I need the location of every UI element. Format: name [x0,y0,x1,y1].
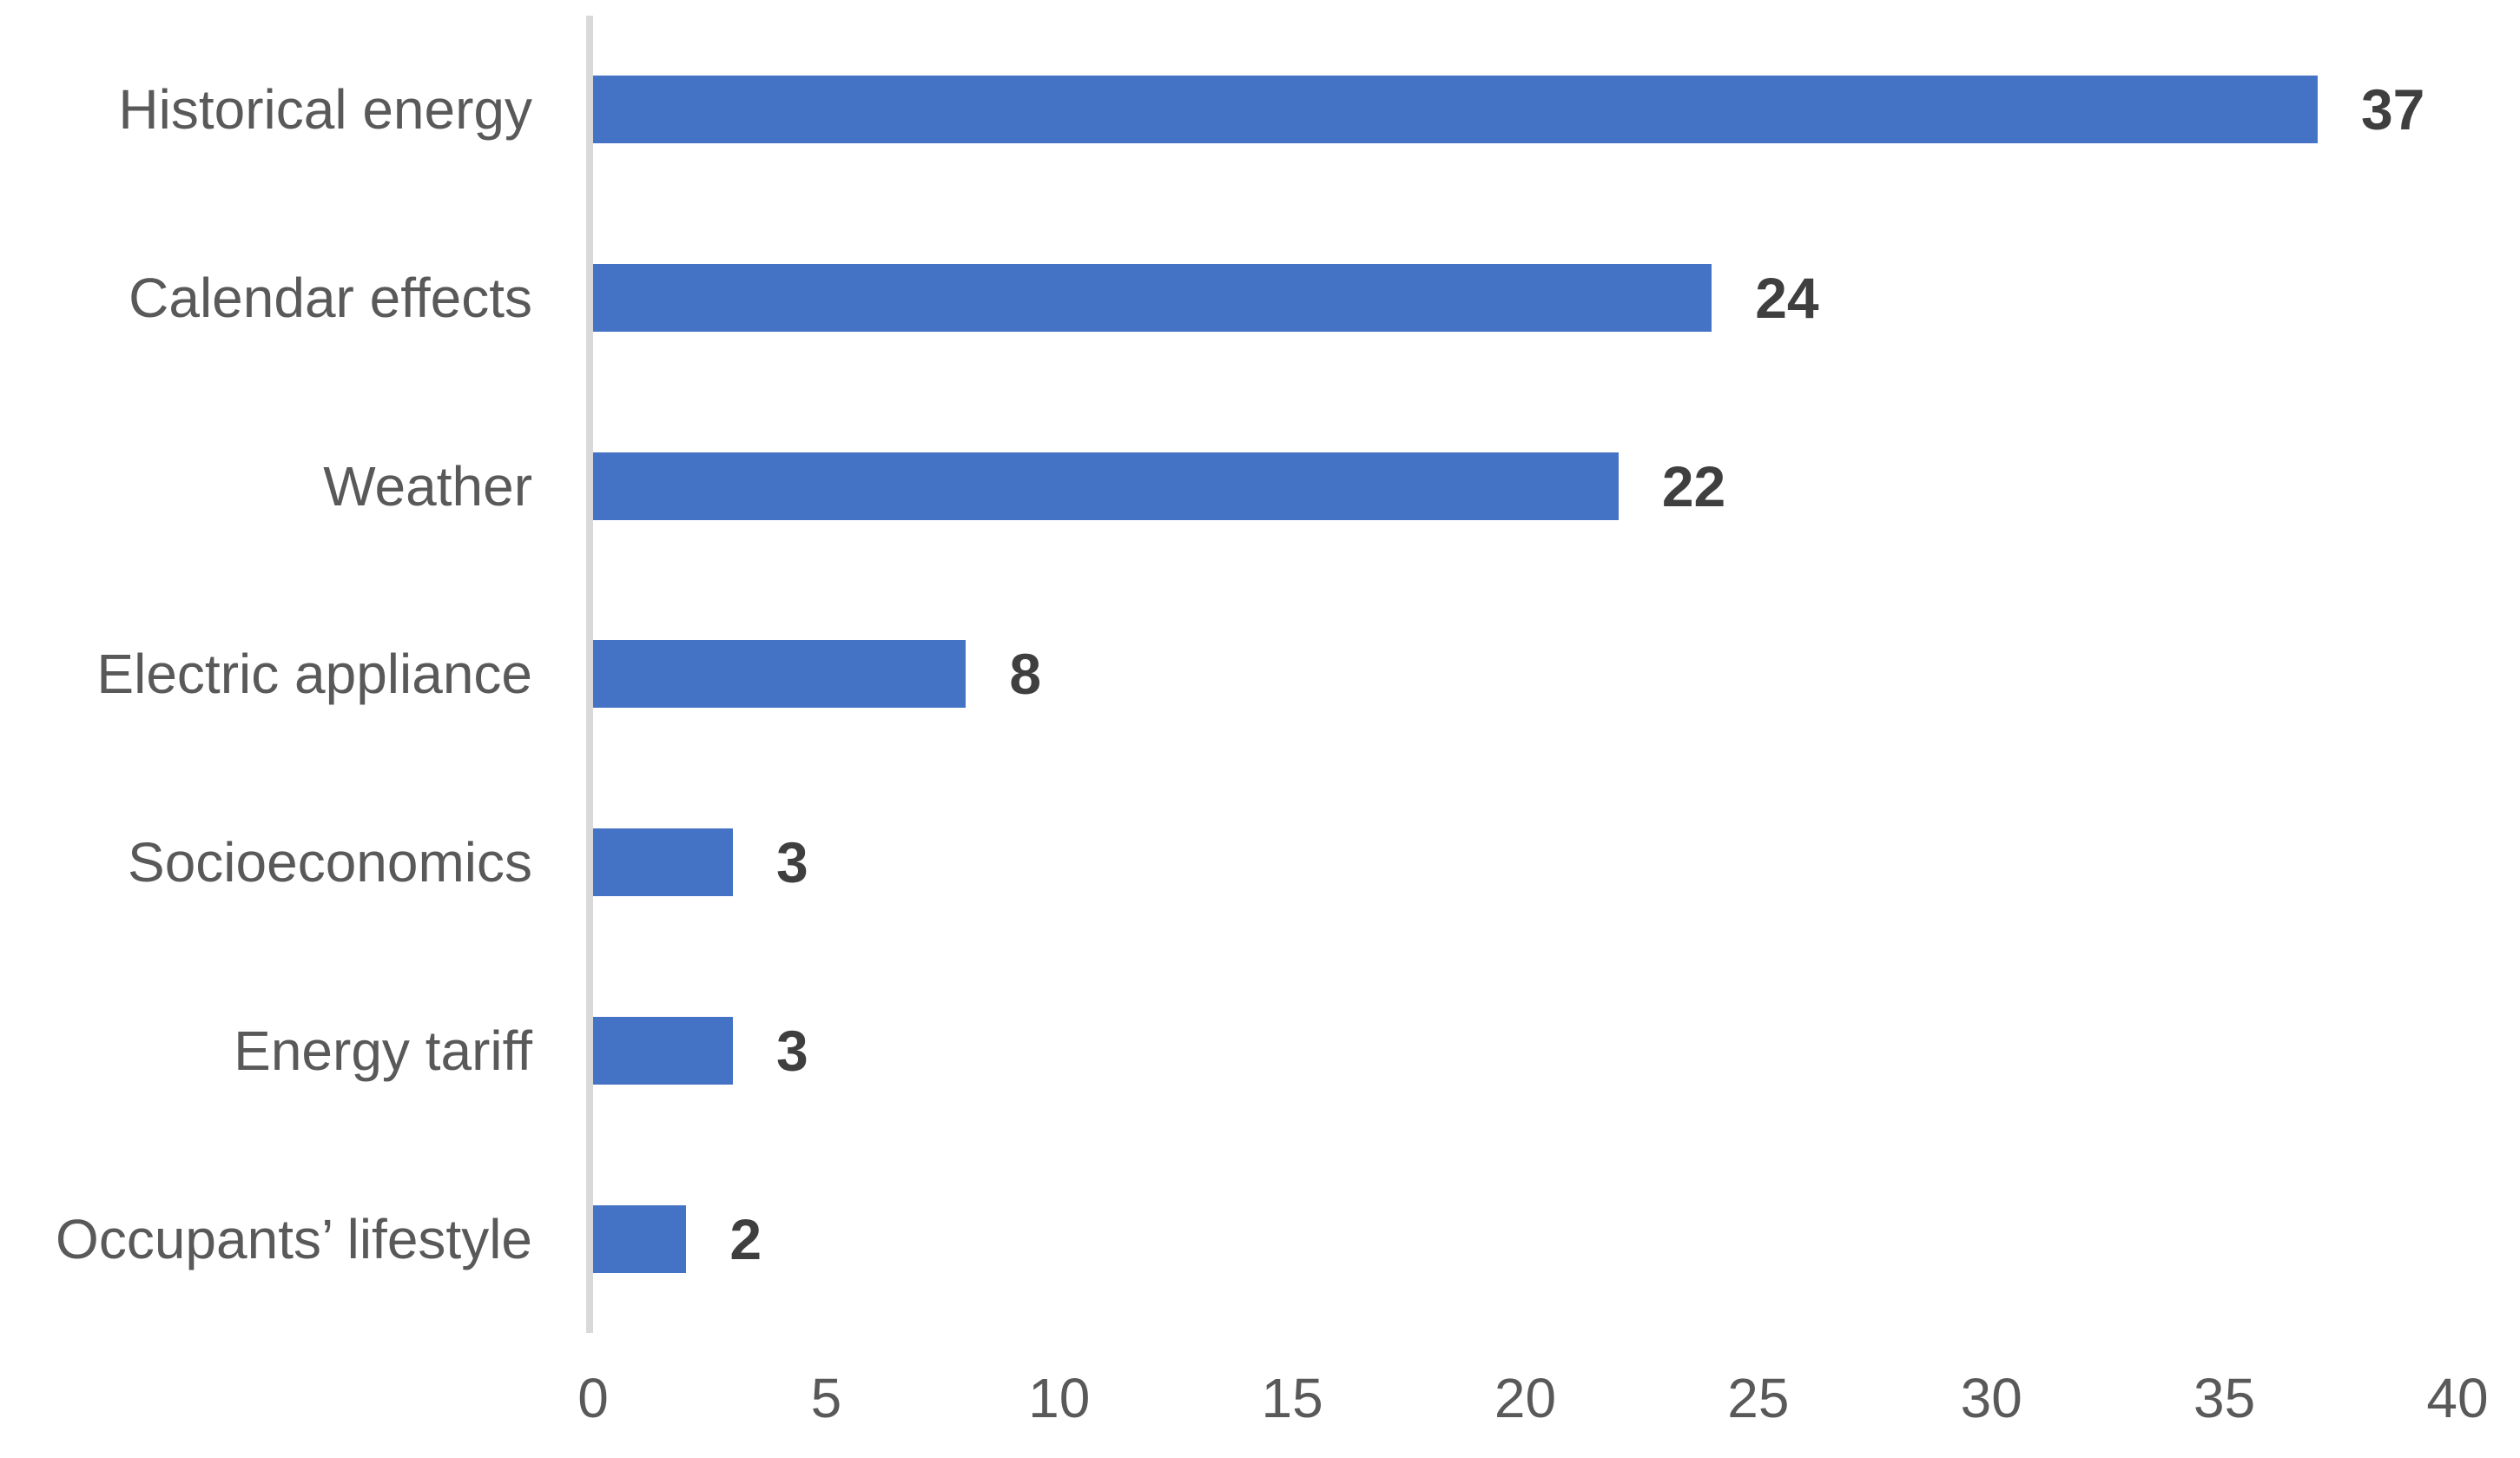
value-label: 3 [776,1018,808,1083]
bar-row: Occupants’ lifestyle 2 [0,1145,2520,1333]
bar [593,264,1712,333]
x-tick-label: 15 [1261,1367,1323,1429]
category-label: Socioeconomics [128,831,532,894]
category-label: Calendar effects [129,267,532,330]
x-axis: 0 5 10 15 20 25 30 35 40 [0,1355,2520,1442]
bar-row: Weather 22 [0,392,2520,580]
bar [593,828,734,897]
x-tick-label: 30 [1960,1367,2022,1429]
x-tick-label: 20 [1494,1367,1557,1429]
bar-row: Calendar effects 24 [0,204,2520,393]
bar [593,1204,687,1273]
bar-row: Socioeconomics 3 [0,769,2520,957]
value-label: 37 [2360,77,2425,142]
category-label: Electric appliance [96,643,532,706]
bar [593,452,1619,520]
category-label: Historical energy [118,78,532,142]
value-label: 3 [776,830,808,895]
category-label: Occupants’ lifestyle [56,1207,532,1270]
value-label: 2 [729,1206,762,1271]
bar [593,640,966,709]
x-tick-label: 5 [810,1367,842,1429]
category-label: Energy tariff [234,1019,532,1082]
x-tick-label: 25 [1727,1367,1790,1429]
x-tick-label: 0 [577,1367,609,1429]
x-tick-label: 10 [1028,1367,1091,1429]
value-label: 24 [1755,266,1819,331]
x-tick-label: 40 [2426,1367,2489,1429]
category-label: Weather [323,454,532,518]
value-label: 22 [1661,453,1726,518]
bar-row: Energy tariff 3 [0,957,2520,1145]
x-tick-label: 35 [2193,1367,2256,1429]
bar-row: Historical energy 37 [0,16,2520,204]
bar-row: Electric appliance 8 [0,580,2520,769]
y-axis-line [586,16,593,1333]
value-label: 8 [1009,642,1042,707]
bar [593,1016,734,1085]
bar [593,76,2318,144]
